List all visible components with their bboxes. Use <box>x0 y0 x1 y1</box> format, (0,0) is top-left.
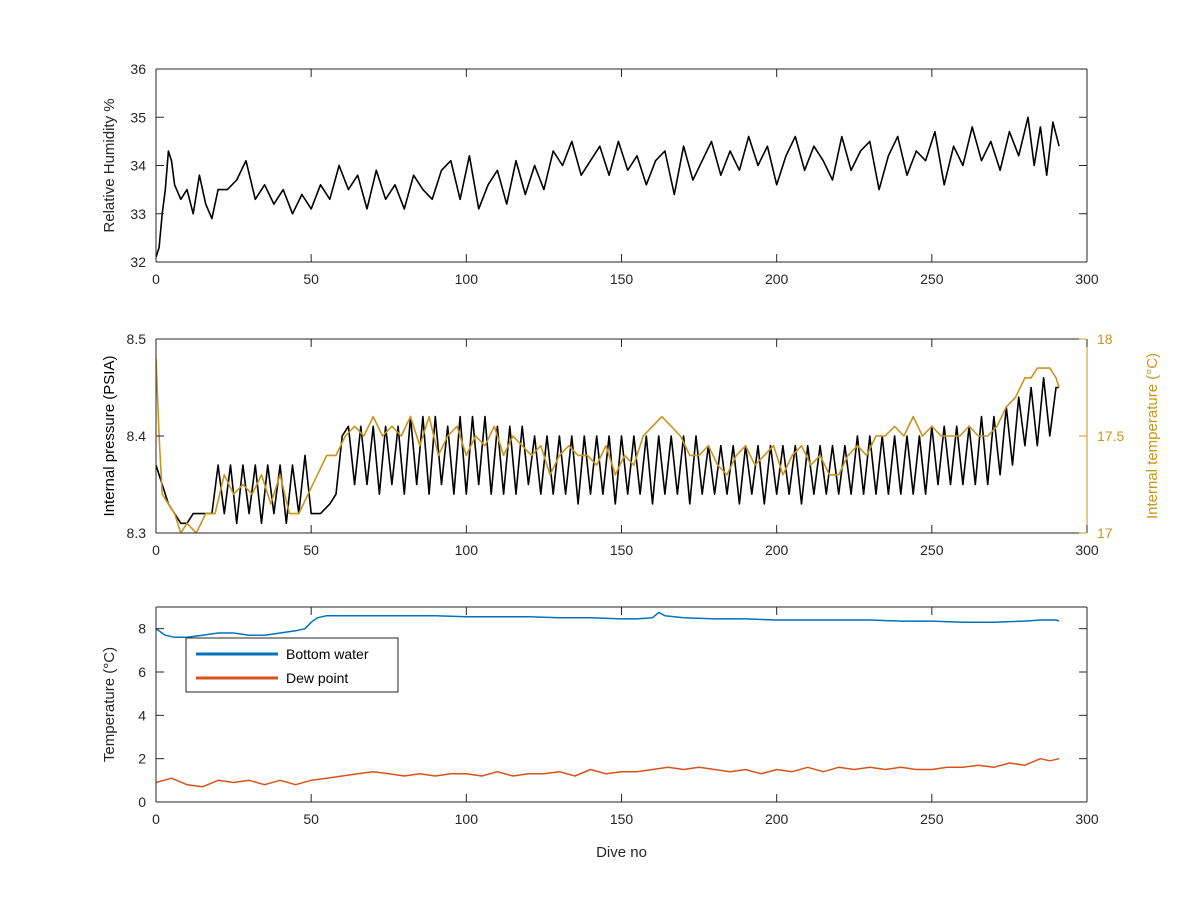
x-tick-label: 250 <box>920 542 944 558</box>
x-tick-label: 250 <box>920 811 944 827</box>
x-tick-label: 300 <box>1075 271 1099 287</box>
x-tick-label: 0 <box>152 271 160 287</box>
chart-panel-3: 0 50 100 150 200 250 300 0 2 4 6 8 Temperature (°C) D… <box>101 606 1099 861</box>
y-tick-label: 8.4 <box>127 428 147 444</box>
series-line-2-1 <box>156 376 1060 525</box>
y-tick-label: 8 <box>138 621 146 637</box>
y-tick-label: 32 <box>130 254 146 270</box>
y-tick-label: 6 <box>138 664 146 680</box>
x-tick-label: 200 <box>765 811 789 827</box>
y2-tick-label: 17 <box>1097 525 1113 541</box>
y-tick-label: 2 <box>138 751 146 767</box>
chart-panel-1: 0 50 100 150 200 250 300 32 33 34 35 36 Relative Hum… <box>101 61 1099 287</box>
legend: Bottom water Dew point <box>185 637 399 693</box>
x-tick-label: 100 <box>455 542 479 558</box>
y-tick-label: 8.5 <box>127 331 147 347</box>
y2-tick-label: 17.5 <box>1097 428 1124 444</box>
chart-panel-2: 0 50 100 150 200 250 300 8.3 8.4 8.5 17 17.5 18 Inter… <box>101 331 1161 558</box>
x-tick-label: 100 <box>455 271 479 287</box>
legend-label: Bottom water <box>286 646 369 662</box>
x-tick-label: 150 <box>610 542 634 558</box>
x-axis-label: Dive no <box>596 844 647 861</box>
y-axis-label: Relative Humidity % <box>101 98 118 232</box>
x-tick-label: 50 <box>303 542 319 558</box>
x-tick-label: 300 <box>1075 542 1099 558</box>
series-line-dew-point <box>156 757 1060 788</box>
x-tick-label: 200 <box>765 542 789 558</box>
y2-axis-label: Internal temperature (°C) <box>1144 353 1161 519</box>
y-tick-label: 34 <box>130 158 146 174</box>
legend-label: Dew point <box>286 670 348 686</box>
y-tick-label: 36 <box>130 61 146 77</box>
y-tick-label: 0 <box>138 794 146 810</box>
y-axis-label: Internal pressure (PSIA) <box>101 356 118 517</box>
series-line-2-2 <box>156 358 1060 533</box>
series-line-bottom-water <box>156 611 1060 639</box>
legend-box <box>185 637 399 693</box>
y-tick-label: 33 <box>130 206 146 222</box>
x-tick-label: 0 <box>152 811 160 827</box>
y-tick-label: 4 <box>138 707 146 723</box>
y-tick-label: 8.3 <box>127 525 147 541</box>
x-tick-label: 300 <box>1075 811 1099 827</box>
y-axis-label: Temperature (°C) <box>101 647 118 762</box>
x-tick-label: 50 <box>303 811 319 827</box>
series-line-1-1 <box>156 116 1060 258</box>
x-tick-label: 100 <box>455 811 479 827</box>
x-tick-label: 0 <box>152 542 160 558</box>
x-tick-label: 200 <box>765 271 789 287</box>
x-tick-label: 150 <box>610 811 634 827</box>
x-tick-label: 250 <box>920 271 944 287</box>
x-tick-label: 50 <box>303 271 319 287</box>
y-tick-label: 35 <box>130 109 146 125</box>
y2-tick-label: 18 <box>1097 331 1113 347</box>
x-tick-label: 150 <box>610 271 634 287</box>
